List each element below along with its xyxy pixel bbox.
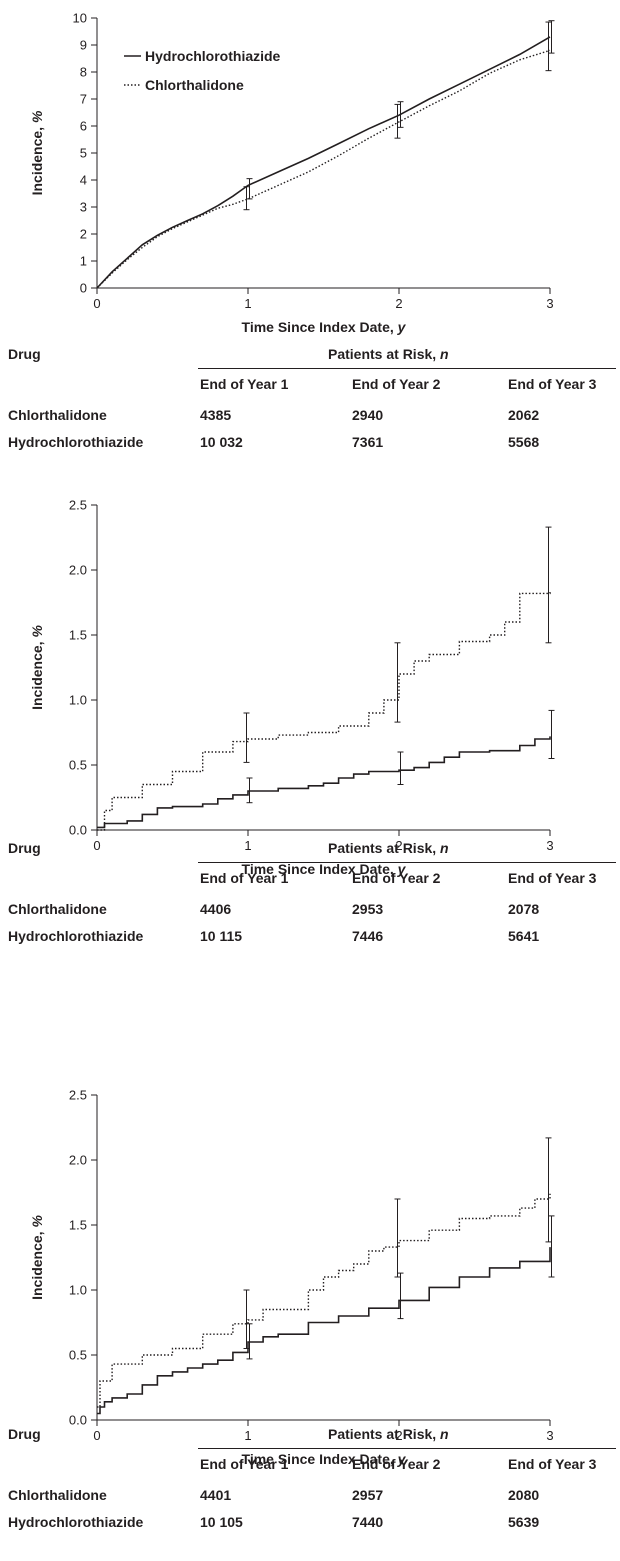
risk-table-col-1: End of Year 1	[200, 870, 289, 886]
risk-table-col-1: End of Year 1	[200, 376, 289, 392]
x-tick-label: 1	[244, 296, 251, 311]
x-tick-label: 3	[546, 1428, 553, 1443]
y-axis-title: Incidence, %	[29, 1215, 45, 1300]
y-axis-title: Incidence, %	[29, 110, 45, 195]
y-tick-label: 9	[80, 38, 87, 53]
x-axis-title: Time Since Index Date, y	[242, 1451, 407, 1467]
risk-table-cell: 2062	[508, 407, 540, 423]
y-tick-label: 2	[80, 227, 87, 242]
y-tick-label: 1.0	[69, 1283, 87, 1298]
risk-table-cell: 5639	[508, 1514, 540, 1530]
risk-table-col-3: End of Year 3	[508, 376, 597, 392]
risk-table-drug-header: Drug	[8, 346, 41, 362]
risk-table-1: Drug Patients at Risk, n End of Year 1 E…	[0, 343, 620, 473]
risk-table-col-2: End of Year 2	[352, 870, 441, 886]
risk-table-cell: 10 105	[200, 1514, 243, 1530]
y-axis-title: Incidence, %	[29, 625, 45, 710]
risk-table-col-1: End of Year 1	[200, 1456, 289, 1472]
risk-table-rule	[198, 862, 616, 863]
x-tick-label: 1	[244, 1428, 251, 1443]
risk-table-row-drug: Chlorthalidone	[8, 901, 107, 917]
risk-table-col-2: End of Year 2	[352, 376, 441, 392]
y-tick-label: 7	[80, 92, 87, 107]
y-tick-label: 3	[80, 200, 87, 215]
y-tick-label: 1.0	[69, 693, 87, 708]
risk-table-group-header: Patients at Risk, n	[328, 1426, 449, 1442]
y-tick-label: 0.0	[69, 823, 87, 838]
risk-table-drug-header: Drug	[8, 840, 41, 856]
incidence-chart-1: 0 1 2 3 4 5 6 7 8 9 10 0 1 2 3 Time Since Index Date, y…	[29, 11, 555, 335]
incidence-chart-3: 0.0 0.5 1.0 1.5 2.0 2.5 0 1 2 3 Time Since Index D…	[29, 1088, 555, 1467]
risk-table-rule	[198, 1448, 616, 1449]
y-tick-label: 0.5	[69, 758, 87, 773]
risk-table-row-drug: Chlorthalidone	[8, 1487, 107, 1503]
x-tick-label: 0	[93, 838, 100, 853]
y-tick-label: 0.5	[69, 1348, 87, 1363]
y-tick-label: 2.5	[69, 1088, 87, 1103]
y-tick-label: 1.5	[69, 1218, 87, 1233]
risk-table-cell: 2078	[508, 901, 540, 917]
y-tick-label: 1.5	[69, 628, 87, 643]
x-tick-label: 3	[546, 296, 553, 311]
x-axis-title: Time Since Index Date, y	[242, 319, 407, 335]
y-tick-label: 4	[80, 173, 87, 188]
incidence-chart-2: 0.0 0.5 1.0 1.5 2.0 2.5 0 1 2 3 Time Since Index D…	[29, 498, 555, 877]
x-tick-label: 1	[244, 838, 251, 853]
hydrochlorothiazide-line	[96, 36, 551, 289]
risk-table-cell: 2957	[352, 1487, 384, 1503]
y-tick-label: 2.0	[69, 563, 87, 578]
risk-table-col-3: End of Year 3	[508, 870, 597, 886]
risk-table-row-drug: Hydrochlorothiazide	[8, 1514, 144, 1530]
risk-table-rule	[198, 368, 616, 369]
y-tick-label: 8	[80, 65, 87, 80]
risk-table-cell: 4406	[200, 901, 232, 917]
x-tick-label: 2	[395, 838, 402, 853]
risk-table-group-header: Patients at Risk, n	[328, 346, 449, 362]
risk-table-col-3: End of Year 3	[508, 1456, 597, 1472]
x-tick-label: 2	[395, 1428, 402, 1443]
x-axis-title: Time Since Index Date, y	[242, 861, 407, 877]
risk-table-2: Drug Patients at Risk, n End of Year 1 E…	[0, 837, 620, 967]
risk-table-row-drug: Hydrochlorothiazide	[8, 928, 144, 944]
y-tick-label: 1	[80, 254, 87, 269]
x-tick-label: 2	[395, 296, 402, 311]
risk-table-3: Drug Patients at Risk, n End of Year 1 E…	[0, 1423, 620, 1553]
risk-table-cell: 10 115	[200, 928, 243, 944]
risk-table-cell: 2080	[508, 1487, 540, 1503]
chlorthalidone-line	[96, 49, 551, 289]
y-tick-label: 2.0	[69, 1153, 87, 1168]
y-tick-label: 10	[73, 11, 87, 26]
x-tick-label: 0	[93, 1428, 100, 1443]
risk-table-cell: 7446	[352, 928, 384, 944]
risk-table-cell: 5641	[508, 928, 540, 944]
risk-table-cell: 7361	[352, 434, 384, 450]
risk-table-cell: 5568	[508, 434, 540, 450]
risk-table-cell: 4385	[200, 407, 232, 423]
x-tick-label: 3	[546, 838, 553, 853]
legend-label-chlorthalidone: Chlorthalidone	[145, 77, 244, 93]
risk-table-cell: 4401	[200, 1487, 232, 1503]
hydrochlorothiazide-line	[97, 1247, 551, 1415]
risk-table-group-header: Patients at Risk, n	[328, 840, 449, 856]
chlorthalidone-line	[97, 1193, 551, 1408]
risk-table-cell: 10 032	[200, 434, 243, 450]
y-tick-label: 0.0	[69, 1413, 87, 1428]
risk-table-col-2: End of Year 2	[352, 1456, 441, 1472]
risk-table-cell: 7440	[352, 1514, 384, 1530]
risk-table-cell: 2940	[352, 407, 384, 423]
y-tick-label: 5	[80, 146, 87, 161]
risk-table-row-drug: Hydrochlorothiazide	[8, 434, 144, 450]
chart-panel-3: 0.0 0.5 1.0 1.5 2.0 2.5 0 1 2 3 Time Since Index D…	[29, 1088, 555, 1467]
y-tick-label: 0	[80, 281, 87, 296]
legend-label-hydrochlorothiazide: Hydrochlorothiazide	[145, 48, 281, 64]
risk-table-cell: 2953	[352, 901, 384, 917]
risk-table-row-drug: Chlorthalidone	[8, 407, 107, 423]
chart-panel-1: 0 1 2 3 4 5 6 7 8 9 10 0 1 2 3 Time Since Index Date, y…	[0, 0, 620, 335]
y-tick-label: 2.5	[69, 498, 87, 513]
x-tick-label: 0	[93, 296, 100, 311]
risk-table-drug-header: Drug	[8, 1426, 41, 1442]
y-tick-label: 6	[80, 119, 87, 134]
chart-panel-2: 0.0 0.5 1.0 1.5 2.0 2.5 0 1 2 3 Time Since Index D…	[29, 498, 555, 877]
hydrochlorothiazide-line	[97, 736, 551, 829]
